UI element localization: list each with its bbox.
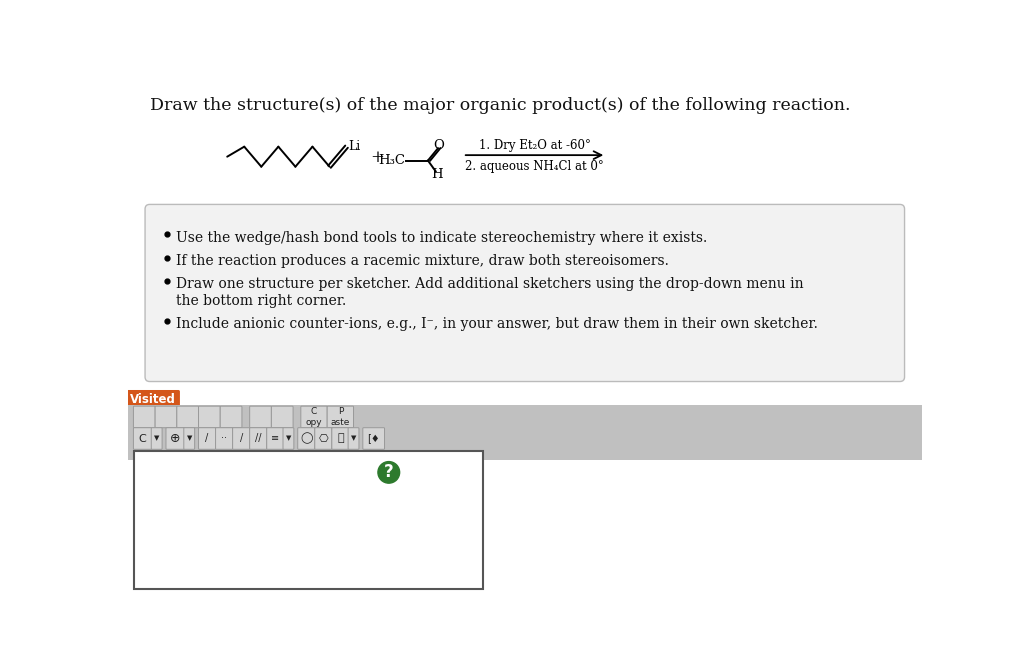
- FancyBboxPatch shape: [250, 428, 266, 450]
- Text: /: /: [206, 434, 209, 444]
- Text: 1. Dry Et₂O at -60°: 1. Dry Et₂O at -60°: [478, 139, 591, 152]
- Text: 2. aqueous NH₄Cl at 0°: 2. aqueous NH₄Cl at 0°: [465, 160, 604, 173]
- Text: ⎔: ⎔: [318, 434, 328, 444]
- FancyBboxPatch shape: [271, 406, 293, 428]
- FancyBboxPatch shape: [348, 428, 359, 450]
- Text: ▼: ▼: [154, 436, 160, 442]
- Text: //: //: [255, 434, 261, 444]
- FancyBboxPatch shape: [266, 428, 284, 450]
- FancyBboxPatch shape: [314, 428, 332, 450]
- FancyBboxPatch shape: [216, 428, 232, 450]
- Text: ⎕: ⎕: [337, 434, 344, 444]
- Text: C: C: [139, 434, 146, 444]
- FancyBboxPatch shape: [362, 428, 385, 450]
- FancyBboxPatch shape: [166, 428, 184, 450]
- Text: ≡: ≡: [271, 434, 280, 444]
- FancyBboxPatch shape: [328, 406, 353, 428]
- Text: /: /: [240, 434, 243, 444]
- Text: ▼: ▼: [186, 436, 191, 442]
- FancyBboxPatch shape: [152, 428, 162, 450]
- Text: O: O: [433, 139, 444, 151]
- Text: Include anionic counter-ions, e.g., I⁻, in your answer, but draw them in their o: Include anionic counter-ions, e.g., I⁻, …: [176, 317, 818, 331]
- Text: the bottom right corner.: the bottom right corner.: [176, 293, 346, 307]
- Text: P
aste: P aste: [331, 407, 350, 427]
- Text: ▼: ▼: [286, 436, 291, 442]
- Text: Li: Li: [348, 140, 360, 153]
- FancyBboxPatch shape: [133, 406, 155, 428]
- Text: H: H: [431, 168, 443, 181]
- FancyBboxPatch shape: [250, 406, 271, 428]
- FancyBboxPatch shape: [283, 428, 294, 450]
- Text: +: +: [371, 149, 384, 166]
- Text: [♦: [♦: [368, 434, 380, 444]
- FancyBboxPatch shape: [332, 428, 349, 450]
- Text: ◯: ◯: [300, 433, 312, 444]
- FancyBboxPatch shape: [199, 428, 216, 450]
- Text: C
opy: C opy: [306, 407, 323, 427]
- FancyBboxPatch shape: [298, 428, 314, 450]
- Text: Use the wedge/hash bond tools to indicate stereochemistry where it exists.: Use the wedge/hash bond tools to indicat…: [176, 230, 708, 244]
- FancyBboxPatch shape: [199, 406, 220, 428]
- Bar: [134, 451, 483, 590]
- Text: Visited: Visited: [130, 392, 176, 406]
- FancyBboxPatch shape: [133, 428, 152, 450]
- FancyBboxPatch shape: [301, 406, 328, 428]
- FancyBboxPatch shape: [220, 406, 242, 428]
- Circle shape: [378, 461, 399, 483]
- Text: ▼: ▼: [351, 436, 356, 442]
- Text: Draw the structure(s) of the major organic product(s) of the following reaction.: Draw the structure(s) of the major organ…: [150, 97, 850, 114]
- FancyBboxPatch shape: [155, 406, 177, 428]
- Text: Draw one structure per sketcher. Add additional sketchers using the drop-down me: Draw one structure per sketcher. Add add…: [176, 277, 804, 291]
- FancyBboxPatch shape: [183, 428, 195, 450]
- FancyBboxPatch shape: [232, 428, 250, 450]
- Text: ··: ··: [221, 434, 227, 444]
- Bar: [128, 404, 922, 460]
- FancyBboxPatch shape: [177, 406, 199, 428]
- Text: If the reaction produces a racemic mixture, draw both stereoisomers.: If the reaction produces a racemic mixtu…: [176, 254, 669, 268]
- Text: H₃C: H₃C: [379, 154, 406, 167]
- Text: ⊕: ⊕: [170, 432, 180, 445]
- FancyBboxPatch shape: [126, 390, 180, 408]
- FancyBboxPatch shape: [145, 205, 904, 382]
- Text: ?: ?: [384, 463, 393, 481]
